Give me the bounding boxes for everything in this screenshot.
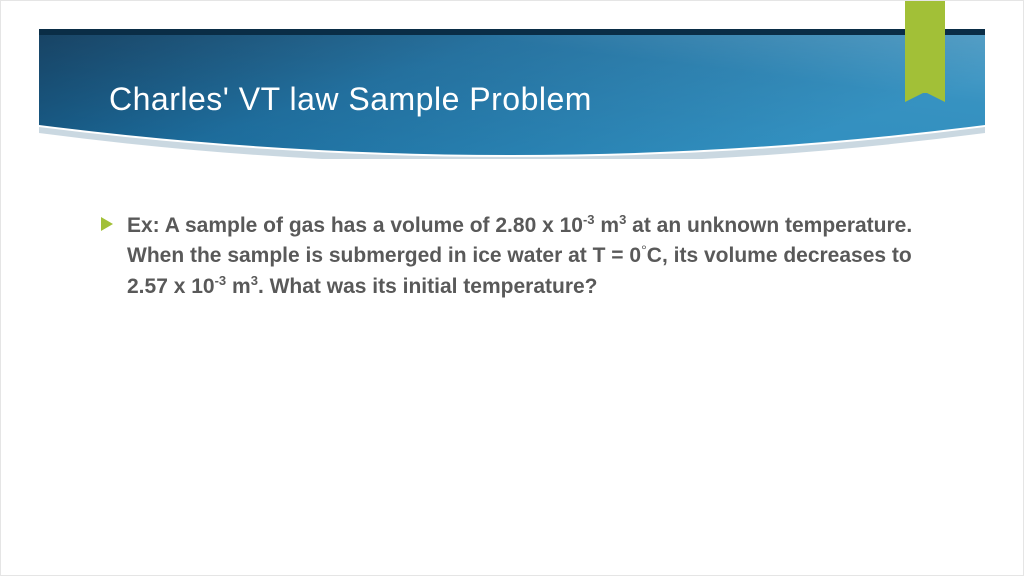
slide-title: Charles' VT law Sample Problem [109,81,592,118]
t0: Ex: A sample of gas has a volume of 2.80… [127,214,583,237]
problem-text: Ex: A sample of gas has a volume of 2.80… [127,211,943,302]
title-banner: Charles' VT law Sample Problem [39,29,985,159]
t10: . What was its initial temperature? [258,275,598,298]
t2: m [595,214,620,237]
t9: 3 [251,273,258,288]
accent-ribbon [905,1,945,93]
slide-body: Ex: A sample of gas has a volume of 2.80… [101,211,943,302]
t7: -3 [215,273,227,288]
bullet-item: Ex: A sample of gas has a volume of 2.80… [101,211,943,302]
t8: m [226,275,251,298]
bullet-triangle-icon [101,217,113,231]
t1: -3 [583,212,595,227]
